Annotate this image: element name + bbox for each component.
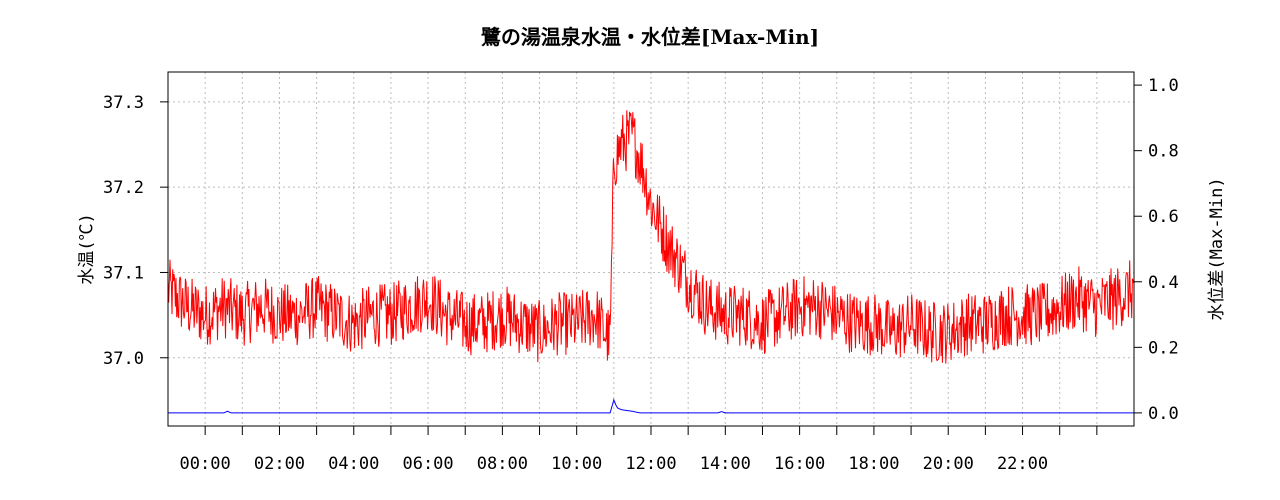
y-right-tick-label: 0.8 (1148, 142, 1179, 162)
x-tick-label: 14:00 (700, 454, 751, 474)
x-tick-label: 16:00 (774, 454, 825, 474)
y-left-tick-label: 37.1 (103, 263, 144, 283)
x-tick-label: 18:00 (848, 454, 899, 474)
x-tick-label: 20:00 (923, 454, 974, 474)
x-tick-label: 08:00 (477, 454, 528, 474)
x-tick-label: 10:00 (551, 454, 602, 474)
y-left-tick-label: 37.2 (103, 178, 144, 198)
y-left-tick-label: 37.0 (103, 349, 144, 369)
y-axis-left-label: 水温(℃) (77, 213, 97, 284)
series-line-water-temperature (167, 110, 1135, 364)
y-left-tick-label: 37.3 (103, 93, 144, 113)
y-right-tick-label: 0.4 (1148, 273, 1179, 293)
chart-title: 鷺の湯温泉水温・水位差[Max-Min] (481, 25, 819, 49)
x-tick-label: 22:00 (997, 454, 1048, 474)
y-right-tick-label: 0.6 (1148, 207, 1179, 227)
series-layer (167, 110, 1135, 414)
y-right-tick-label: 0.0 (1148, 404, 1179, 424)
axes: 00:00 02:00 04:00 06:00 08:00 10:00 12:00 14:00… (103, 76, 1179, 474)
x-tick-label: 12:00 (625, 454, 676, 474)
x-tick-label: 04:00 (328, 454, 379, 474)
x-tick-label: 02:00 (254, 454, 305, 474)
grid (168, 72, 1134, 426)
y-right-tick-label: 0.2 (1148, 338, 1179, 358)
x-tick-label: 00:00 (180, 454, 231, 474)
y-right-tick-label: 1.0 (1148, 76, 1179, 96)
x-tick-label: 06:00 (402, 454, 453, 474)
y-axis-right-label: 水位差(Max-Min) (1207, 177, 1227, 320)
series-line-water-level-diff (168, 398, 1134, 414)
